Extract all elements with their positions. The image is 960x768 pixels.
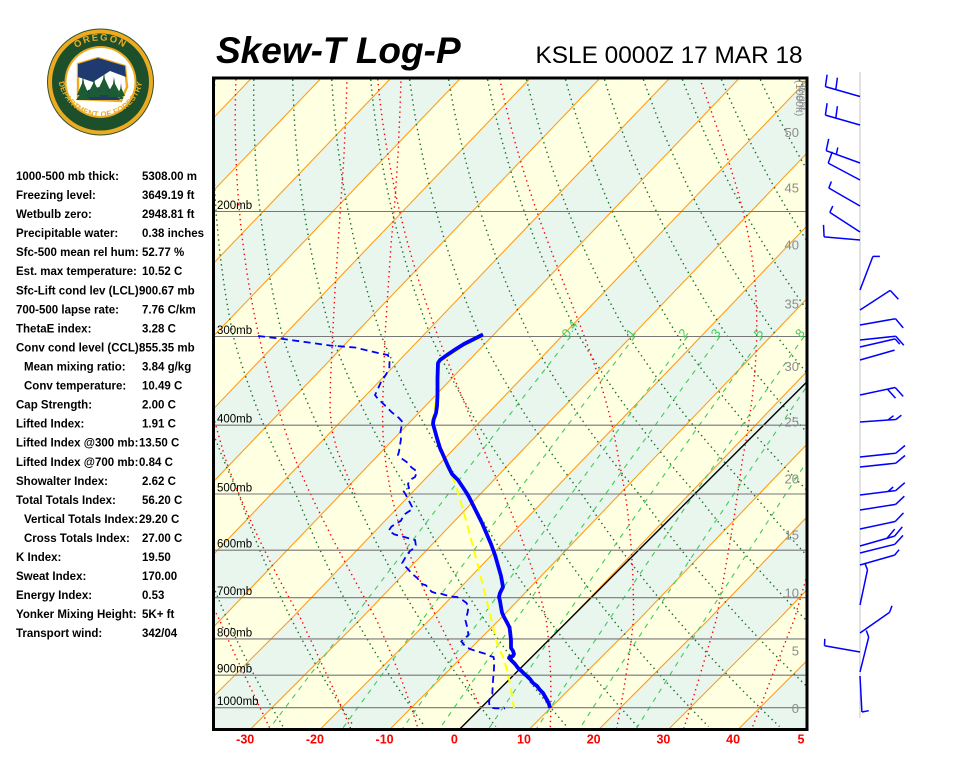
svg-text:342/04: 342/04 (142, 628, 178, 640)
svg-text:0.38 inches: 0.38 inches (142, 228, 204, 240)
svg-text:KSLE 0000Z 17 MAR 18: KSLE 0000Z 17 MAR 18 (536, 42, 803, 69)
svg-text:5: 5 (792, 644, 799, 659)
svg-text:0.84 C: 0.84 C (139, 457, 173, 469)
svg-text:1.91 C: 1.91 C (142, 419, 176, 431)
svg-text:29.20 C: 29.20 C (139, 514, 179, 526)
svg-text:3.28 C: 3.28 C (142, 323, 176, 335)
svg-text:Conv temperature:: Conv temperature: (24, 381, 126, 393)
svg-text:20: 20 (587, 733, 601, 747)
svg-text:10: 10 (517, 733, 531, 747)
svg-text:170.00: 170.00 (142, 571, 177, 583)
svg-text:Wetbulb zero:: Wetbulb zero: (16, 209, 92, 221)
svg-text:Transport wind:: Transport wind: (16, 628, 102, 640)
svg-text:600mb: 600mb (217, 539, 252, 551)
svg-text:Est. max temperature:: Est. max temperature: (16, 266, 137, 278)
svg-text:27.00 C: 27.00 C (142, 533, 182, 545)
svg-text:5308.00 m: 5308.00 m (142, 171, 197, 183)
svg-text:2948.81 ft: 2948.81 ft (142, 209, 195, 221)
svg-text:0.53: 0.53 (142, 590, 164, 602)
svg-text:Freezing level:: Freezing level: (16, 190, 96, 202)
svg-text:Showalter Index:: Showalter Index: (16, 476, 108, 488)
svg-text:1000mb: 1000mb (217, 696, 259, 708)
svg-text:5: 5 (798, 733, 805, 747)
svg-text:10.52 C: 10.52 C (142, 266, 182, 278)
svg-text:3649.19 ft: 3649.19 ft (142, 190, 195, 202)
svg-text:Lifted Index:: Lifted Index: (16, 419, 84, 431)
svg-text:3.84 g/kg: 3.84 g/kg (142, 362, 191, 374)
svg-text:Vertical Totals Index:: Vertical Totals Index: (24, 514, 138, 526)
svg-text:Lifted Index @300 mb:: Lifted Index @300 mb: (16, 438, 138, 450)
svg-text:Sfc-500 mean rel hum:: Sfc-500 mean rel hum: (16, 247, 139, 259)
svg-text:7.76 C/km: 7.76 C/km (142, 304, 196, 316)
svg-text:25: 25 (785, 415, 799, 430)
svg-text:700-500 lapse rate:: 700-500 lapse rate: (16, 304, 119, 316)
svg-text:K Index:: K Index: (16, 552, 61, 564)
svg-text:900.67 mb: 900.67 mb (139, 285, 195, 297)
svg-text:Yonker Mixing Height:: Yonker Mixing Height: (16, 609, 137, 621)
svg-text:(1000ft): (1000ft) (793, 80, 805, 116)
svg-text:Height: Height (796, 80, 808, 110)
svg-text:300mb: 300mb (217, 325, 252, 337)
svg-text:5K+ ft: 5K+ ft (142, 609, 174, 621)
svg-text:-30: -30 (236, 733, 254, 747)
svg-text:Sfc-Lift cond lev (LCL):: Sfc-Lift cond lev (LCL): (16, 285, 143, 297)
svg-text:40: 40 (726, 733, 740, 747)
svg-text:20: 20 (785, 472, 799, 487)
svg-text:52.77 %: 52.77 % (142, 247, 184, 259)
svg-text:Conv cond level (CCL):: Conv cond level (CCL): (16, 343, 143, 355)
svg-text:0: 0 (792, 701, 799, 716)
svg-text:Energy Index:: Energy Index: (16, 590, 92, 602)
svg-text:ThetaE index:: ThetaE index: (16, 323, 91, 335)
svg-text:800mb: 800mb (217, 627, 252, 639)
svg-text:1000-500 mb thick:: 1000-500 mb thick: (16, 171, 119, 183)
svg-text:400mb: 400mb (217, 414, 252, 426)
svg-text:Skew-T Log-P: Skew-T Log-P (216, 30, 461, 71)
svg-text:2.62 C: 2.62 C (142, 476, 176, 488)
svg-text:56.20 C: 56.20 C (142, 495, 182, 507)
svg-text:10.49 C: 10.49 C (142, 381, 182, 393)
svg-text:500mb: 500mb (217, 483, 252, 495)
svg-text:Cross Totals Index:: Cross Totals Index: (24, 533, 130, 545)
svg-text:15: 15 (785, 528, 799, 543)
svg-text:45: 45 (785, 181, 799, 196)
svg-text:-20: -20 (306, 733, 324, 747)
svg-text:Total Totals Index:: Total Totals Index: (16, 495, 116, 507)
svg-text:19.50: 19.50 (142, 552, 171, 564)
svg-text:Cap Strength:: Cap Strength: (16, 400, 92, 412)
svg-text:-10: -10 (376, 733, 394, 747)
svg-text:50: 50 (785, 125, 799, 140)
svg-text:855.35 mb: 855.35 mb (139, 343, 195, 355)
svg-text:Lifted Index @700 mb:: Lifted Index @700 mb: (16, 457, 138, 469)
svg-text:0: 0 (451, 733, 458, 747)
svg-text:10: 10 (785, 586, 799, 601)
svg-text:700mb: 700mb (217, 586, 252, 598)
svg-text:Mean mixing ratio:: Mean mixing ratio: (24, 362, 126, 374)
svg-text:Precipitable water:: Precipitable water: (16, 228, 118, 240)
svg-text:35: 35 (785, 297, 799, 312)
svg-text:30: 30 (785, 359, 799, 374)
svg-text:200mb: 200mb (217, 200, 252, 212)
svg-text:40: 40 (785, 238, 799, 253)
svg-text:13.50 C: 13.50 C (139, 438, 179, 450)
svg-text:2.00 C: 2.00 C (142, 400, 176, 412)
svg-text:900mb: 900mb (217, 664, 252, 676)
svg-text:Sweat Index:: Sweat Index: (16, 571, 86, 583)
svg-text:30: 30 (656, 733, 670, 747)
